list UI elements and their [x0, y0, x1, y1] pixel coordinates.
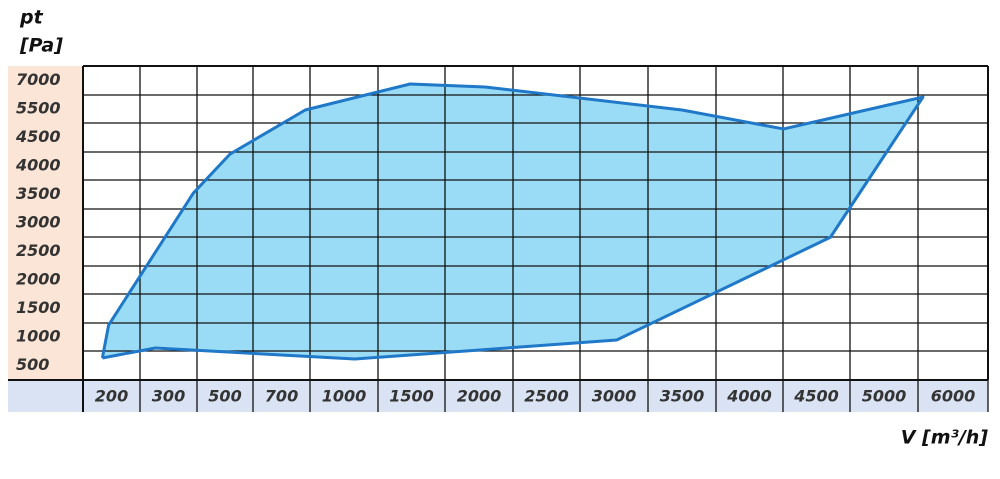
- y-tick-label: 3500: [16, 184, 61, 203]
- x-tick-label: 4000: [726, 387, 772, 406]
- y-axis-label: [Pa]: [19, 35, 63, 57]
- x-tick-label: 6000: [931, 387, 976, 406]
- x-tick-label: 1500: [389, 387, 434, 406]
- x-tick-label: 200: [95, 387, 128, 406]
- y-tick-label: 1000: [16, 327, 61, 346]
- x-tick-label: 500: [208, 387, 241, 406]
- y-tick-label: 5500: [16, 99, 61, 118]
- y-tick-label: 2000: [16, 270, 61, 289]
- x-tick-label: 5000: [862, 387, 907, 406]
- y-tick-label: 2500: [16, 241, 61, 260]
- x-tick-label: 3000: [592, 387, 637, 406]
- y-tick-label: 3000: [16, 213, 61, 232]
- x-tick-label: 300: [152, 387, 185, 406]
- x-tick-label: 3500: [660, 387, 705, 406]
- y-tick-label: 7000: [16, 70, 61, 89]
- x-tick-label: 1000: [322, 387, 367, 406]
- x-tick-label: 2000: [457, 387, 502, 406]
- x-tick-label: 2500: [524, 387, 569, 406]
- x-tick-label: 700: [265, 387, 298, 406]
- x-label-band: [8, 380, 988, 412]
- y-tick-label: 1500: [16, 298, 61, 317]
- y-tick-label: 4000: [15, 156, 61, 175]
- area-outline: [100, 82, 925, 361]
- y-axis-label: pt: [19, 7, 44, 29]
- y-tick-label: 500: [16, 355, 49, 374]
- x-axis-label: V [m³/h]: [901, 427, 989, 449]
- y-label-band: [8, 66, 83, 380]
- y-tick-label: 4500: [15, 127, 61, 146]
- x-tick-label: 4500: [793, 387, 839, 406]
